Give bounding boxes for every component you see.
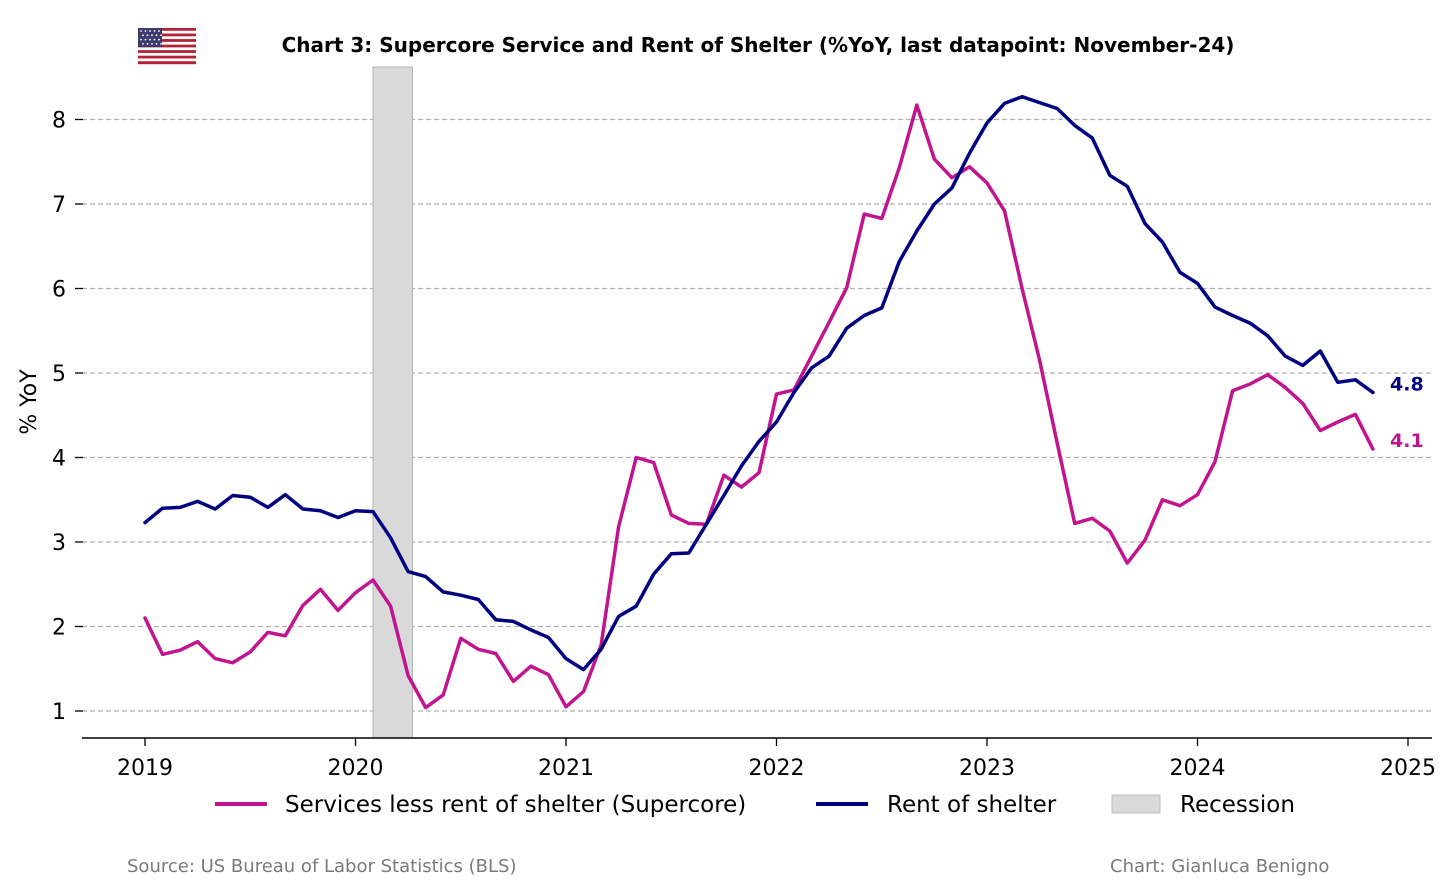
flag-star [144,38,147,41]
flag-stripe [138,39,196,43]
recession-band [372,66,414,739]
flag-star [149,38,151,41]
legend: Services less rent of shelter (Supercore… [215,792,1295,818]
y-tick-label: 1 [52,700,66,725]
y-tick-label: 6 [52,278,66,303]
x-tick-label: 2025 [1380,756,1436,781]
y-tick-label: 7 [52,193,66,218]
flag-stripe [138,41,196,45]
series-line-rent-of-shelter [143,94,1375,672]
axes: 1 2 3 4 5 6 7 8 2019 2020 2021 2022 2023 2024 2025 [52,109,1436,782]
flag-star [140,38,142,41]
flag-stripe [138,30,196,34]
end-label-supercore: 4.1 [1390,430,1424,452]
y-tick-label: 4 [52,447,66,472]
end-value-labels: 4.1 4.8 [1390,373,1424,452]
chart-credit: Chart: Gianluca Benigno [1110,856,1330,877]
legend-label-rent-of-shelter: Rent of shelter [887,792,1057,818]
flag-star [144,30,147,32]
y-tick-label: 8 [52,109,66,134]
series-layer [143,94,1375,710]
end-label-rent-of-shelter: 4.8 [1390,373,1424,395]
gridlines [82,118,1432,712]
source-note: Source: US Bureau of Labor Statistics (B… [127,856,517,877]
x-tick-label: 2019 [117,756,173,781]
x-tick-label: 2021 [538,756,594,781]
y-tick-label: 5 [52,362,66,387]
flag-star [142,34,144,37]
flag-star [151,34,153,37]
y-axis-label: % YoY [17,369,42,435]
flag-star [149,30,151,32]
flag-stripe [138,58,196,62]
x-tick-label: 2023 [959,756,1015,781]
flag-star [155,43,158,45]
x-tick-label: 2022 [749,756,805,781]
flag-stripe [138,44,196,48]
flag-star [158,38,160,41]
x-tick-label: 2020 [328,756,384,781]
us-flag-icon [138,28,196,65]
flag-stripe [138,55,196,59]
legend-label-supercore: Services less rent of shelter (Supercore… [285,792,746,818]
flag-stripe [138,33,196,37]
flag-stripe [138,36,196,40]
y-tick-label: 2 [52,616,66,641]
chart-title: Chart 3: Supercore Service and Rent of S… [282,33,1235,57]
y-tick-label: 3 [52,531,66,556]
legend-swatch-recession [1111,794,1161,814]
series-line-supercore [143,103,1375,710]
x-tick-label: 2024 [1170,756,1226,781]
flag-star [160,43,162,45]
flag-star [146,34,149,37]
flag-star [160,34,162,37]
flag-stripe [138,47,196,51]
flag-star [151,43,153,45]
flag-star [153,30,156,32]
recession-band-layer [372,66,414,739]
flag-stripe [138,28,196,31]
flag-star [140,30,142,32]
flag-stripe [138,52,196,56]
flag-star [142,43,144,45]
flag-stripe [138,50,196,54]
flag-stripe [138,61,196,65]
flag-star [155,34,158,37]
flag-star [158,30,160,32]
flag-star [153,38,156,41]
flag-star [146,43,149,45]
legend-label-recession: Recession [1180,792,1295,818]
